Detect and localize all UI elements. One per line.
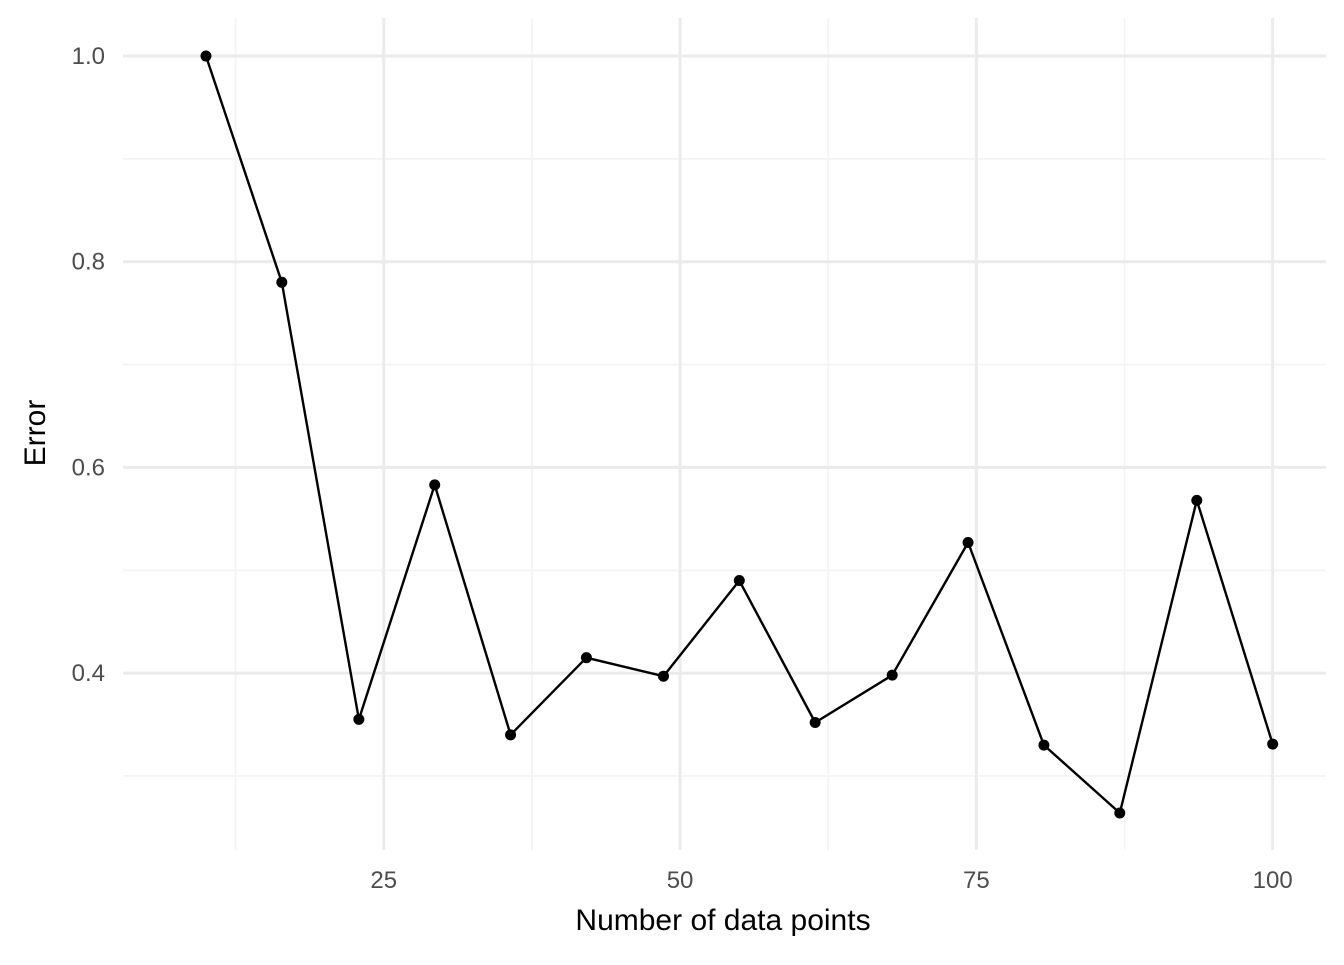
data-point	[657, 670, 669, 682]
series-layer	[200, 50, 1279, 819]
minor-gridlines	[123, 18, 1326, 850]
x-tick-label: 75	[963, 867, 990, 894]
series-line	[204, 55, 1274, 815]
data-point	[1267, 738, 1279, 750]
data-point	[200, 50, 212, 62]
x-tick-label: 100	[1253, 867, 1293, 894]
x-axis-title: Number of data points	[575, 904, 870, 937]
data-point	[276, 276, 288, 288]
y-axis-ticks: 0.4 0.6 0.8 1.0	[72, 43, 105, 687]
x-axis-ticks: 25 50 75 100	[370, 867, 1292, 894]
major-gridlines	[123, 18, 1326, 850]
data-point	[886, 669, 898, 681]
data-point	[809, 716, 821, 728]
y-axis-title: Error	[19, 400, 52, 467]
y-tick-label: 0.8	[72, 249, 105, 276]
y-tick-label: 0.4	[72, 660, 105, 687]
data-point	[429, 479, 441, 491]
data-point	[1038, 739, 1050, 751]
y-tick-label: 0.6	[72, 454, 105, 481]
data-point	[353, 713, 365, 725]
y-tick-label: 1.0	[72, 43, 105, 70]
data-point	[1114, 807, 1126, 819]
data-point	[505, 729, 517, 741]
data-point	[733, 575, 745, 587]
x-tick-label: 50	[667, 867, 694, 894]
data-point	[962, 536, 974, 548]
data-point	[580, 652, 592, 664]
x-tick-label: 25	[370, 867, 397, 894]
data-point	[1191, 494, 1203, 506]
